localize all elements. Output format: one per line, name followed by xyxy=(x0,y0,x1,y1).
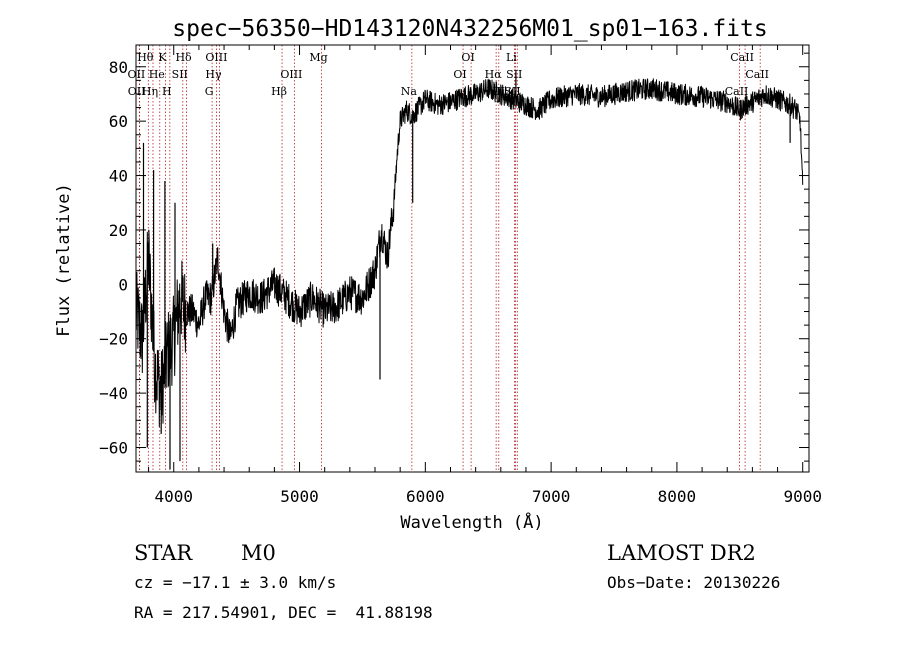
emission-line-markers xyxy=(138,45,761,472)
x-tick-label: 5000 xyxy=(280,487,319,506)
survey-name: LAMOST DR2 xyxy=(607,541,756,565)
line-label: CaII xyxy=(730,51,754,64)
x-axis-label: Wavelength (Å) xyxy=(400,511,543,533)
line-label: He xyxy=(149,68,165,81)
x-tick-label: 4000 xyxy=(154,487,193,506)
line-label: Li xyxy=(506,51,517,64)
x-tick-label: 8000 xyxy=(658,487,697,506)
line-label: Hθ xyxy=(137,51,154,64)
x-tick-label: 7000 xyxy=(532,487,571,506)
object-class: STAR xyxy=(134,541,193,565)
line-label: OII xyxy=(128,85,146,98)
line-label: K xyxy=(158,51,167,64)
ra-dec: RA = 217.54901, DEC = 41.88198 xyxy=(134,603,433,622)
obs-date: Obs−Date: 20130226 xyxy=(607,573,781,592)
flux-spikes xyxy=(142,72,791,470)
line-label: Na xyxy=(401,85,418,98)
y-tick-label: −60 xyxy=(99,439,128,458)
line-label: OIII xyxy=(205,51,227,64)
line-label: Hα xyxy=(485,68,503,81)
y-tick-label: 60 xyxy=(109,112,128,131)
line-label: CaII xyxy=(725,85,749,98)
plot-frame xyxy=(135,44,810,473)
emission-line-labels: HθOIIOIIKHeHηHδSIIHOIIIHγGOIIIHβMgNaOIOI… xyxy=(128,51,769,98)
line-label: Hη xyxy=(142,85,158,98)
y-tick-label: −40 xyxy=(99,384,128,403)
flux-series-line xyxy=(135,78,804,428)
line-label: Hδ xyxy=(175,51,192,64)
line-label: Hβ xyxy=(271,85,287,98)
y-tick-label: 80 xyxy=(109,58,128,77)
line-label: SII xyxy=(172,68,188,81)
line-label: Hγ xyxy=(205,68,222,81)
line-label: OIII xyxy=(280,68,302,81)
y-tick-label: 40 xyxy=(109,167,128,186)
chart-title: spec−56350−HD143120N432256M01_sp01−163.f… xyxy=(172,16,767,42)
y-axis: −60 −40 −20 0 20 40 60 80 xyxy=(99,52,809,462)
y-tick-label: −20 xyxy=(99,330,128,349)
x-tick-label: 6000 xyxy=(406,487,445,506)
line-label: H xyxy=(162,85,172,98)
line-label: SII xyxy=(506,68,522,81)
line-label: G xyxy=(205,85,214,98)
object-subclass: M0 xyxy=(241,541,276,565)
line-label: OI xyxy=(461,51,474,64)
y-tick-label: 0 xyxy=(118,275,128,294)
line-label: CaII xyxy=(745,68,769,81)
x-axis: 4000 5000 6000 7000 8000 9000 xyxy=(148,45,822,506)
x-tick-label: 9000 xyxy=(783,487,822,506)
redshift-cz: cz = −17.1 ± 3.0 km/s xyxy=(134,573,337,592)
line-label: OI xyxy=(453,68,466,81)
line-label: Mg xyxy=(309,51,327,64)
y-axis-label: Flux (relative) xyxy=(54,183,74,337)
y-tick-label: 20 xyxy=(109,221,128,240)
